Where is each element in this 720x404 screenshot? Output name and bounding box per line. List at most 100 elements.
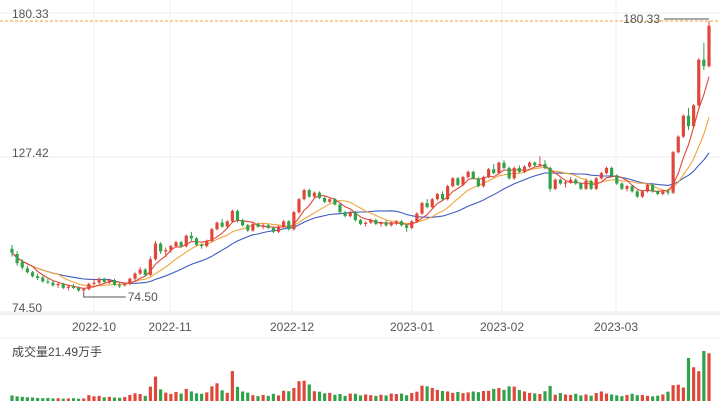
volume-bar	[143, 395, 147, 401]
volume-bar	[625, 394, 629, 401]
y-tick-label-top: 180.33	[12, 7, 49, 21]
candle	[640, 190, 644, 198]
volume-bar	[666, 391, 670, 401]
volume-bar	[66, 398, 70, 401]
candle	[399, 220, 404, 227]
volume-bar	[241, 391, 245, 401]
volume-bar	[384, 395, 388, 401]
max-marker-label: 180.33	[623, 12, 660, 26]
volume-bar	[697, 371, 701, 401]
candle	[707, 21, 711, 68]
candle	[15, 251, 19, 266]
candle	[133, 272, 137, 282]
volume-bar	[533, 393, 537, 401]
volume-bar	[676, 384, 680, 401]
candle	[492, 163, 496, 175]
candle	[594, 177, 598, 191]
volume-bar	[112, 397, 117, 401]
volume-bar	[118, 397, 122, 401]
candle	[697, 58, 701, 107]
x-tick-label: 2023-03	[594, 320, 638, 334]
volume-bar	[563, 394, 568, 401]
candle	[169, 244, 173, 253]
volume-bar	[651, 396, 655, 401]
volume-bar	[543, 391, 547, 401]
volume-bar	[276, 395, 281, 401]
volume-bar	[56, 398, 60, 401]
volume-bar	[133, 393, 137, 401]
candle	[466, 170, 470, 179]
candle	[10, 244, 14, 257]
volume-bar	[107, 396, 111, 401]
candle	[666, 188, 670, 196]
candle	[497, 161, 501, 175]
volume-bar	[200, 393, 204, 401]
candle	[256, 222, 260, 228]
candle	[353, 210, 357, 222]
candle	[56, 282, 60, 288]
volume-bar	[41, 398, 45, 401]
grid-lines	[0, 0, 720, 339]
volume-bar	[702, 351, 706, 401]
candle	[599, 171, 603, 180]
volume-bar	[456, 391, 460, 401]
volume-bar	[333, 394, 337, 401]
volume-bar	[97, 395, 101, 401]
volume-bar	[640, 394, 644, 401]
volume-bar	[415, 391, 419, 401]
candle	[584, 178, 588, 191]
candle	[456, 177, 460, 187]
candle	[302, 188, 306, 201]
candle	[143, 268, 147, 277]
volume-bar	[446, 391, 450, 401]
candle	[405, 223, 409, 232]
x-tick-label: 2022-11	[148, 320, 191, 334]
candle	[538, 156, 542, 167]
volume-bar	[230, 370, 234, 401]
volume-bar	[328, 392, 332, 401]
candle	[369, 218, 373, 224]
volume-bar	[51, 398, 55, 401]
candle	[112, 278, 117, 286]
volume-bar	[553, 394, 557, 401]
min-price-marker: 74.50	[83, 290, 158, 304]
candle	[461, 175, 465, 187]
volume-bar	[394, 394, 398, 401]
volume-bar	[574, 393, 578, 401]
volume-bar	[492, 388, 496, 401]
volume-bar	[271, 393, 275, 401]
candle	[615, 174, 619, 185]
candle	[164, 247, 168, 257]
candle	[563, 180, 568, 188]
candle	[358, 218, 363, 226]
volume-bar	[681, 387, 685, 401]
candle	[517, 165, 521, 174]
candle	[502, 160, 506, 170]
volume-bar	[123, 397, 127, 401]
volume-bar	[686, 357, 691, 401]
candle	[271, 226, 275, 234]
volume-bar	[210, 386, 214, 401]
volume-bar	[610, 394, 614, 401]
candle	[512, 166, 516, 180]
volume-bar	[512, 386, 516, 401]
candle	[205, 239, 209, 248]
volume-bar	[692, 367, 696, 401]
candle	[46, 278, 50, 284]
candle	[282, 220, 286, 228]
volume-bar	[379, 394, 383, 401]
volume-bar	[87, 395, 91, 401]
volume-bar	[266, 395, 270, 401]
candle	[92, 278, 96, 286]
volume-bar	[497, 387, 501, 401]
candle	[343, 210, 347, 218]
candle	[36, 273, 40, 281]
candle	[292, 210, 296, 231]
candle	[287, 220, 291, 231]
candle	[645, 183, 650, 193]
volume-bar	[323, 393, 327, 401]
candle	[97, 277, 101, 284]
volume-bar	[148, 386, 152, 401]
candle	[235, 209, 240, 223]
